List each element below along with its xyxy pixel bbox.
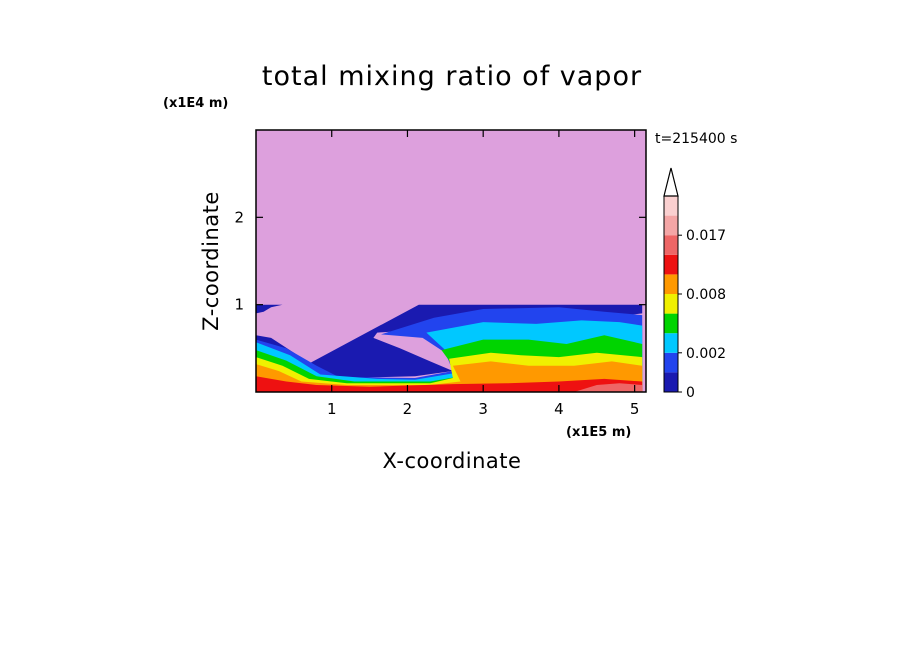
colorbar-segment-7 [664,235,678,255]
x-tick-label-2: 3 [478,400,488,418]
colorbar-label-0: 0.017 [686,228,726,244]
x-tick-label-1: 2 [403,400,413,418]
colorbar-segment-4 [664,294,678,314]
x-axis-label: X-coordinate [383,449,522,473]
contour-region-7 [256,376,643,392]
contour-region-8 [574,383,643,392]
colorbar-segment-2 [664,333,678,353]
x-tick-label-3: 4 [554,400,564,418]
plot-area: 1 2 3 4 5 1 2 [234,129,647,418]
plot-frame [255,129,647,393]
colorbar-segment-0 [664,372,678,392]
colorbar-label-2: 0.002 [686,346,726,362]
colorbar: 0.017 0.008 0.002 0 [663,167,726,401]
time-label: t=215400 s [655,131,737,147]
colorbar-segment-6 [664,254,678,275]
contour-regions [256,304,643,392]
colorbar-segment-1 [664,352,678,373]
y-axis-label: Z-coordinate [199,191,223,331]
x-tick-label-4: 5 [630,400,640,418]
y-unit-label: (x1E4 m) [163,96,228,111]
axis-ticks: 1 2 3 4 5 1 2 [234,130,646,418]
contour-region-0 [256,304,643,392]
chart-title: total mixing ratio of vapor [262,61,642,92]
colorbar-segment-8 [664,215,678,236]
colorbar-extend-arrow [663,167,679,197]
contour-region-1 [256,304,283,314]
colorbar-label-3: 0 [686,385,695,401]
x-unit-label: (x1E5 m) [566,425,631,440]
colorbar-segment-5 [664,274,678,294]
y-tick-label-1: 2 [234,208,244,226]
x-tick-label-0: 1 [327,400,337,418]
y-tick-label-0: 1 [234,296,244,314]
colorbar-label-1: 0.008 [686,287,726,303]
colorbar-segment-3 [664,313,678,334]
colorbar-segment-9 [664,196,678,216]
